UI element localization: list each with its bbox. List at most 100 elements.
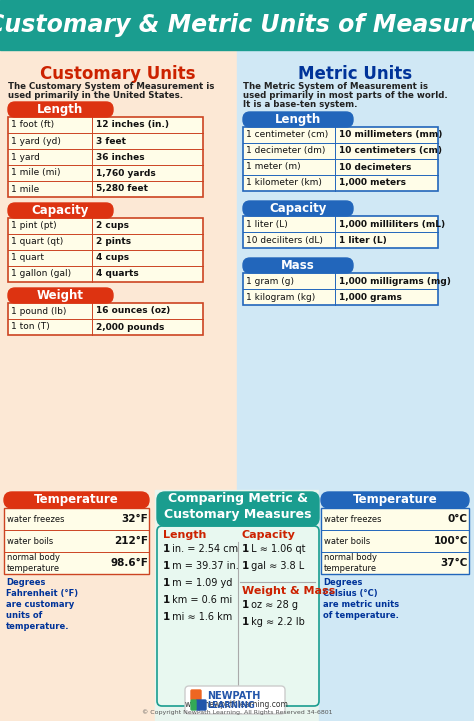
Text: 0°C: 0°C	[448, 514, 468, 524]
Text: normal body
temperature: normal body temperature	[7, 553, 60, 573]
Text: 1 mile (mi): 1 mile (mi)	[11, 169, 61, 177]
FancyBboxPatch shape	[237, 50, 474, 490]
Text: Metric Units: Metric Units	[298, 65, 412, 83]
Text: Weight & Mass: Weight & Mass	[242, 586, 335, 596]
FancyBboxPatch shape	[243, 112, 353, 127]
FancyBboxPatch shape	[243, 258, 353, 273]
Text: Capacity: Capacity	[269, 202, 327, 215]
Text: gal ≈ 3.8 L: gal ≈ 3.8 L	[248, 561, 304, 571]
Text: © Copyright NewPath Learning. All Rights Reserved 34-6801: © Copyright NewPath Learning. All Rights…	[142, 709, 332, 715]
Text: Length: Length	[275, 113, 321, 126]
Text: 37°C: 37°C	[441, 558, 468, 568]
Text: km = 0.6 mi: km = 0.6 mi	[169, 595, 232, 605]
Text: 5,280 feet: 5,280 feet	[96, 185, 148, 193]
Text: 1,000 meters: 1,000 meters	[338, 179, 406, 187]
Text: Weight: Weight	[37, 289, 84, 302]
Text: 1 ton (T): 1 ton (T)	[11, 322, 50, 332]
Text: 1 kilogram (kg): 1 kilogram (kg)	[246, 293, 315, 301]
Text: 1,000 grams: 1,000 grams	[338, 293, 401, 301]
Text: 2 pints: 2 pints	[96, 237, 131, 247]
Text: Degrees
Celsius (°C)
are metric units
of temperature.: Degrees Celsius (°C) are metric units of…	[323, 578, 399, 620]
Text: in. = 2.54 cm: in. = 2.54 cm	[169, 544, 238, 554]
Text: 12 inches (in.): 12 inches (in.)	[96, 120, 169, 130]
Text: 1: 1	[163, 544, 170, 554]
Text: used primarily in the United States.: used primarily in the United States.	[8, 91, 183, 100]
Text: L ≈ 1.06 qt: L ≈ 1.06 qt	[248, 544, 306, 554]
Text: water boils: water boils	[7, 536, 53, 546]
Text: 100°C: 100°C	[434, 536, 468, 546]
Text: mi ≈ 1.6 km: mi ≈ 1.6 km	[169, 612, 232, 622]
Text: 10 centimeters (cm): 10 centimeters (cm)	[338, 146, 442, 156]
Text: www.newpathlearning.com: www.newpathlearning.com	[185, 700, 289, 709]
Text: m = 1.09 yd: m = 1.09 yd	[169, 578, 232, 588]
Text: 1: 1	[242, 544, 249, 554]
FancyBboxPatch shape	[319, 490, 474, 721]
FancyBboxPatch shape	[8, 117, 203, 197]
FancyBboxPatch shape	[4, 508, 149, 574]
Text: 1: 1	[242, 600, 249, 610]
Text: 36 inches: 36 inches	[96, 153, 145, 162]
Text: 98.6°F: 98.6°F	[110, 558, 148, 568]
FancyBboxPatch shape	[8, 102, 113, 117]
Text: oz ≈ 28 g: oz ≈ 28 g	[248, 600, 298, 610]
Text: The Customary System of Measurement is: The Customary System of Measurement is	[8, 82, 214, 91]
Text: Degrees
Fahrenheit (°F)
are customary
units of
temperature.: Degrees Fahrenheit (°F) are customary un…	[6, 578, 78, 632]
Text: 10 deciliters (dL): 10 deciliters (dL)	[246, 236, 323, 244]
Text: Capacity: Capacity	[32, 204, 89, 217]
Text: 1 pint (pt): 1 pint (pt)	[11, 221, 56, 231]
FancyBboxPatch shape	[157, 526, 319, 706]
FancyBboxPatch shape	[191, 690, 201, 700]
Text: 1 pound (lb): 1 pound (lb)	[11, 306, 66, 316]
Text: 1: 1	[163, 561, 170, 571]
FancyBboxPatch shape	[8, 288, 113, 303]
Text: normal body
temperature: normal body temperature	[324, 553, 377, 573]
Text: water boils: water boils	[324, 536, 370, 546]
Text: 10 millimeters (mm): 10 millimeters (mm)	[338, 131, 442, 139]
FancyBboxPatch shape	[8, 303, 203, 335]
Text: 2 cups: 2 cups	[96, 221, 129, 231]
Text: 1: 1	[242, 617, 249, 627]
Text: Mass: Mass	[281, 259, 315, 272]
Text: water freezes: water freezes	[7, 515, 64, 523]
Text: 212°F: 212°F	[114, 536, 148, 546]
Text: 1: 1	[163, 578, 170, 588]
Text: Length: Length	[163, 530, 206, 540]
FancyBboxPatch shape	[243, 273, 438, 305]
Text: NEWPATH: NEWPATH	[207, 691, 260, 701]
Text: 1 decimeter (dm): 1 decimeter (dm)	[246, 146, 325, 156]
Text: kg ≈ 2.2 lb: kg ≈ 2.2 lb	[248, 617, 305, 627]
Text: 1 foot (ft): 1 foot (ft)	[11, 120, 54, 130]
Text: Capacity: Capacity	[242, 530, 296, 540]
FancyBboxPatch shape	[157, 492, 319, 526]
Text: 1 yard: 1 yard	[11, 153, 40, 162]
Text: 1: 1	[163, 595, 170, 605]
FancyBboxPatch shape	[4, 492, 149, 508]
Text: Length: Length	[37, 103, 83, 116]
Text: 3 feet: 3 feet	[96, 136, 126, 146]
Text: 1,000 milligrams (mg): 1,000 milligrams (mg)	[338, 276, 450, 286]
Text: 2,000 pounds: 2,000 pounds	[96, 322, 164, 332]
FancyBboxPatch shape	[0, 490, 155, 721]
Text: 1 centimeter (cm): 1 centimeter (cm)	[246, 131, 328, 139]
Text: 1 quart (qt): 1 quart (qt)	[11, 237, 63, 247]
Text: Customary & Metric Units of Measure: Customary & Metric Units of Measure	[0, 13, 474, 37]
FancyBboxPatch shape	[8, 203, 113, 218]
FancyBboxPatch shape	[321, 508, 469, 574]
Text: 1 meter (m): 1 meter (m)	[246, 162, 301, 172]
Text: Comparing Metric &
Customary Measures: Comparing Metric & Customary Measures	[164, 492, 312, 521]
Text: The Metric System of Measurement is: The Metric System of Measurement is	[243, 82, 428, 91]
Text: 4 cups: 4 cups	[96, 254, 129, 262]
Text: 1 liter (L): 1 liter (L)	[338, 236, 386, 244]
Text: 1: 1	[163, 612, 170, 622]
Text: 1 gallon (gal): 1 gallon (gal)	[11, 270, 71, 278]
FancyBboxPatch shape	[321, 492, 469, 508]
Text: 1 yard (yd): 1 yard (yd)	[11, 136, 61, 146]
Text: water freezes: water freezes	[324, 515, 382, 523]
Text: m = 39.37 in.: m = 39.37 in.	[169, 561, 239, 571]
Text: 1 gram (g): 1 gram (g)	[246, 276, 294, 286]
Text: Customary Units: Customary Units	[40, 65, 196, 83]
FancyBboxPatch shape	[8, 218, 203, 282]
FancyBboxPatch shape	[191, 700, 196, 710]
FancyBboxPatch shape	[243, 127, 438, 191]
FancyBboxPatch shape	[0, 50, 237, 490]
